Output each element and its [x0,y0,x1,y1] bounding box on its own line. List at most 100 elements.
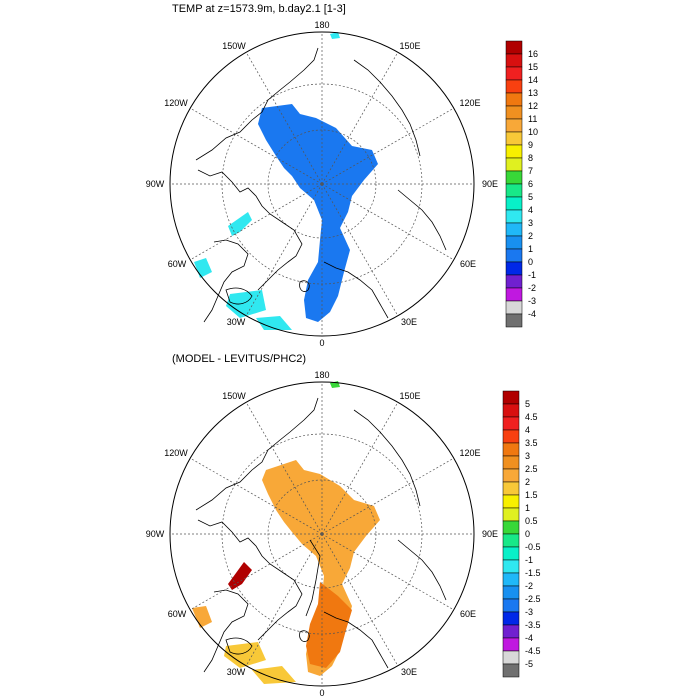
colorbar-label: 3.5 [525,438,538,448]
colorbar-swatch [505,209,523,224]
bottom-data-region-labrador [228,562,252,590]
bottom-data-region-norway [252,666,296,684]
colorbar-label: -4 [525,633,533,643]
colorbar-label: 16 [528,49,538,59]
colorbar-label: 0.5 [525,516,538,526]
colorbar-label: -3.5 [525,620,541,630]
colorbar-label: 5 [528,192,533,202]
top-panel: TEMP at z=1573.9m, b.day2.1 [1-3] [146,3,538,348]
colorbar-label: 12 [528,101,538,111]
colorbar-label: 2 [525,477,530,487]
bottom-coastlines [195,397,447,673]
lon-label: 30W [227,667,246,677]
top-meridians [170,32,474,336]
colorbar-label: 1 [528,244,533,254]
bottom-data-region-arctic [262,460,380,676]
colorbar-label: -4 [528,309,536,319]
top-data-region-iceland [226,290,266,318]
colorbar-label: 15 [528,62,538,72]
lon-label: 120E [459,98,480,108]
colorbar-swatch [502,494,520,509]
colorbar-label: 8 [528,153,533,163]
colorbar-swatch [502,611,520,626]
top-data-region-arctic [258,104,378,322]
colorbar-swatch [505,66,523,81]
colorbar-label: 0 [528,257,533,267]
colorbar-swatch [502,650,520,665]
colorbar-label: 9 [528,140,533,150]
colorbar-swatch [502,468,520,483]
colorbar-swatch [505,274,523,289]
colorbar-swatch [505,53,523,68]
colorbar-swatch [505,235,523,250]
top-data-region-east-greenland [194,258,212,278]
colorbar-label: 11 [528,114,537,124]
lon-label: 150E [399,391,420,401]
lon-label: 60E [460,609,476,619]
colorbar-label: 3 [528,218,533,228]
lon-label: 120E [459,448,480,458]
lon-label: 150W [222,41,246,51]
lon-label: 120W [164,448,188,458]
lon-label: 60W [168,609,187,619]
colorbar-swatch [502,572,520,587]
top-data-region-bering [330,32,340,39]
lon-label: 90E [482,179,498,189]
colorbar-swatch [505,248,523,263]
colorbar-swatch [505,183,523,198]
lon-label: 150W [222,391,246,401]
bottom-map-boundary [169,381,475,687]
lon-label: 60E [460,259,476,269]
colorbar-swatch [505,131,523,146]
lon-label: 30W [227,317,246,327]
lon-label: 0 [319,338,324,348]
colorbar-label: -4.5 [525,646,541,656]
colorbar-swatch [505,118,523,133]
lon-label: 180 [314,370,329,380]
colorbar-swatch [502,585,520,600]
colorbar-swatch [502,533,520,548]
top-coastlines [195,47,447,323]
bottom-lon-labels: 180 150E 120E 90E 60E 30E 0 30W 60W 90W … [146,370,498,698]
colorbar-label: -1 [528,270,536,280]
colorbar-swatch [502,559,520,574]
bottom-panel-title: (MODEL - LEVITUS/PHC2) [172,353,306,365]
colorbar-swatch [505,105,523,120]
lon-label: 90W [146,529,165,539]
bottom-panel: (MODEL - LEVITUS/PHC2) [146,353,541,698]
colorbar-label: -1.5 [525,568,541,578]
colorbar-label: 1 [525,503,530,513]
colorbar-swatch [505,261,523,276]
colorbar-swatch [502,455,520,470]
colorbar-label: 4.5 [525,412,538,422]
colorbar-swatch [502,520,520,535]
colorbar-swatch [502,637,520,652]
colorbar-label: 2.5 [525,464,538,474]
colorbar-swatch [502,390,520,405]
colorbar-label: -2 [528,283,536,293]
top-map-boundary [169,31,475,337]
colorbar-label: 14 [528,75,538,85]
colorbar-swatch [502,429,520,444]
colorbar-swatch [502,442,520,457]
colorbar-label: 1.5 [525,490,538,500]
lon-label: 30E [401,667,417,677]
colorbar-swatch [505,92,523,107]
colorbar-swatch [502,481,520,496]
lon-label: 30E [401,317,417,327]
bottom-map [169,381,475,687]
bottom-data-region-east-greenland [192,606,212,628]
top-panel-title: TEMP at z=1573.9m, b.day2.1 [1-3] [172,3,346,15]
colorbar-swatch [505,170,523,185]
colorbar-swatch [502,624,520,639]
lon-label: 180 [314,20,329,30]
colorbar-label: 0 [525,529,530,539]
top-lon-labels: 180 150E 120E 90E 60E 30E 0 30W 60W 90W … [146,20,498,348]
colorbar-swatch [502,546,520,561]
colorbar-label: 6 [528,179,533,189]
colorbar-label: 3 [525,451,530,461]
lon-label: 90W [146,179,165,189]
colorbar-swatch [502,403,520,418]
